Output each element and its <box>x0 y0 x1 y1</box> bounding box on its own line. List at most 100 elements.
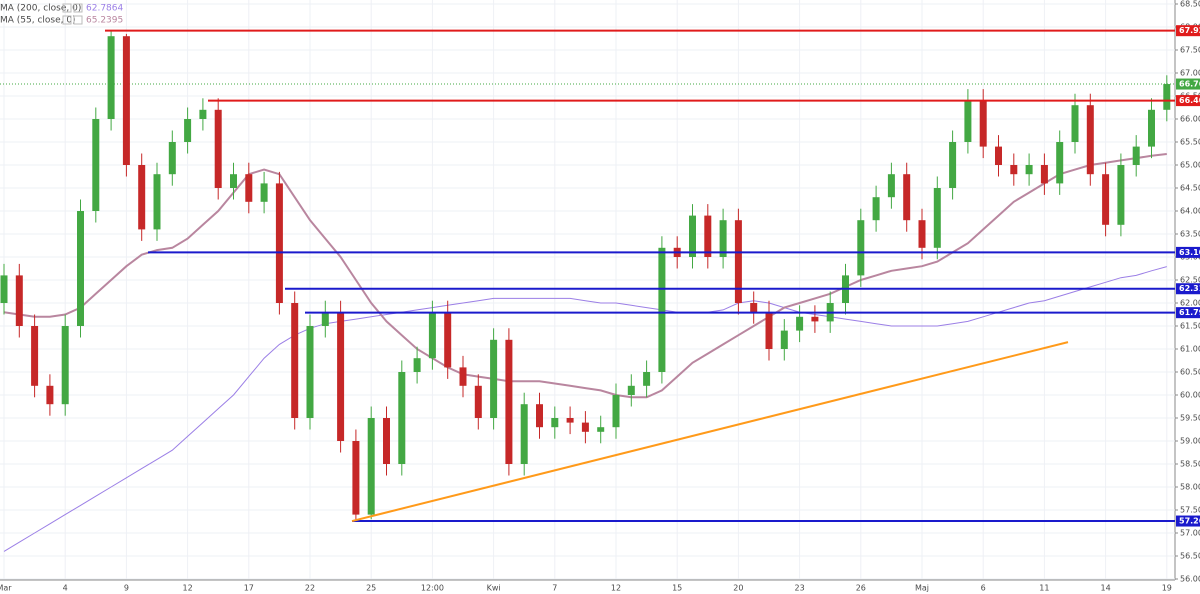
candle-body <box>581 422 589 432</box>
x-tick-label: 25 <box>366 584 376 593</box>
candle-body <box>995 146 1002 165</box>
candle-body <box>337 312 345 441</box>
candle-body <box>398 372 406 464</box>
candle-body <box>1163 84 1171 110</box>
moving-average <box>3 152 1167 399</box>
last-price-label: 66.76 <box>1179 80 1200 89</box>
candle-body <box>536 404 543 428</box>
x-tick-label: 12 <box>183 584 193 593</box>
candle-body <box>245 174 253 202</box>
x-tick-label: 12 <box>611 584 621 593</box>
candle-body <box>597 427 605 432</box>
candle-body <box>689 215 696 257</box>
candle-body <box>168 142 176 175</box>
legend-icon <box>73 15 83 25</box>
candle-body <box>719 220 727 257</box>
candle-body <box>612 395 620 428</box>
candle-body <box>811 316 819 322</box>
y-tick-label: 57.00 <box>1180 529 1200 538</box>
candle-body <box>428 312 436 359</box>
x-tick-label: 7 <box>552 584 557 593</box>
candle-body <box>1040 165 1048 184</box>
candle-body <box>230 174 237 188</box>
x-tick-label: 17 <box>244 584 254 593</box>
candle-body <box>750 303 758 313</box>
candle-body <box>46 385 54 405</box>
y-tick-label: 62.00 <box>1180 299 1200 308</box>
y-tick-label: 60.50 <box>1180 368 1200 377</box>
y-tick-label: 64.50 <box>1180 184 1200 193</box>
candle-body <box>367 418 375 515</box>
candle-body <box>1148 109 1155 147</box>
candle-body <box>352 441 360 515</box>
x-tick-label: Kwi <box>487 584 501 593</box>
candle-body <box>643 372 651 386</box>
candle-body <box>383 418 390 464</box>
y-tick-label: 56.00 <box>1180 575 1200 584</box>
legend-value: 62.7864 <box>86 4 123 14</box>
candle-body <box>184 119 192 142</box>
legend-icon <box>73 3 83 13</box>
level-label: 67.92 <box>1179 26 1200 35</box>
candle-body <box>734 220 742 303</box>
y-tick-label: 59.50 <box>1180 414 1200 423</box>
level-label-box <box>1176 283 1200 295</box>
candle-body <box>61 326 69 405</box>
x-tick-label: 4 <box>63 584 68 593</box>
y-tick-label: 60.00 <box>1180 391 1200 400</box>
x-tick-label: Mar <box>0 584 12 593</box>
x-tick-label: 12:00 <box>421 584 444 593</box>
y-tick-label: 66.00 <box>1180 115 1200 124</box>
level-label-box <box>1176 307 1200 319</box>
legend: MA (200, close, 0) 62.7864 MA (55, close, … <box>0 3 123 26</box>
x-tick-label: 15 <box>672 584 682 593</box>
level-label-box <box>1176 95 1200 107</box>
candle-body <box>107 36 115 120</box>
candle-body <box>153 174 161 230</box>
trendline <box>351 341 1069 523</box>
candle-body <box>933 188 941 248</box>
candle-body <box>658 247 666 372</box>
candle-body <box>627 385 635 395</box>
candle-body <box>77 211 84 326</box>
level-label-box <box>1176 515 1200 527</box>
level-label-box <box>1176 25 1200 37</box>
legend-icon <box>62 15 72 25</box>
x-tick-label: 19 <box>1162 584 1172 593</box>
candle-body <box>490 339 498 418</box>
level-label-box <box>1176 246 1200 258</box>
candle-body <box>1117 165 1125 225</box>
y-tick-label: 65.50 <box>1180 138 1200 147</box>
candle-body <box>92 119 100 211</box>
candle-body <box>918 220 926 248</box>
level-label: 62.31 <box>1179 284 1200 293</box>
legend-name: MA (200, close, 0) <box>0 4 81 14</box>
candle-body <box>1071 105 1079 142</box>
legend-name: MA (55, close, 0) <box>0 16 76 26</box>
y-tick-label: 63.50 <box>1180 230 1200 239</box>
candle-body <box>1010 165 1018 175</box>
x-tick-label: 26 <box>856 584 866 593</box>
y-tick-label: 58.50 <box>1180 460 1200 469</box>
candle-body <box>1132 146 1140 165</box>
x-tick-label: 22 <box>305 584 315 593</box>
y-tick-label: 61.50 <box>1180 322 1200 331</box>
candle-body <box>199 109 207 119</box>
y-tick-label: 62.50 <box>1180 276 1200 285</box>
y-tick-label: 68.50 <box>1180 0 1200 9</box>
candle-body <box>214 109 222 188</box>
candle-body <box>474 385 482 418</box>
level-label: 61.79 <box>1179 308 1200 317</box>
candle-body <box>979 100 987 147</box>
moving-average <box>3 266 1167 552</box>
candle-body <box>444 312 452 368</box>
candle-body <box>903 174 911 221</box>
level-label: 63.10 <box>1179 248 1200 257</box>
y-tick-label: 58.00 <box>1180 483 1200 492</box>
candle-body <box>0 275 8 303</box>
x-tick-label: 11 <box>1039 584 1049 593</box>
candle-body <box>520 404 528 464</box>
x-tick-label: 20 <box>733 584 743 593</box>
candle-body <box>275 183 283 303</box>
